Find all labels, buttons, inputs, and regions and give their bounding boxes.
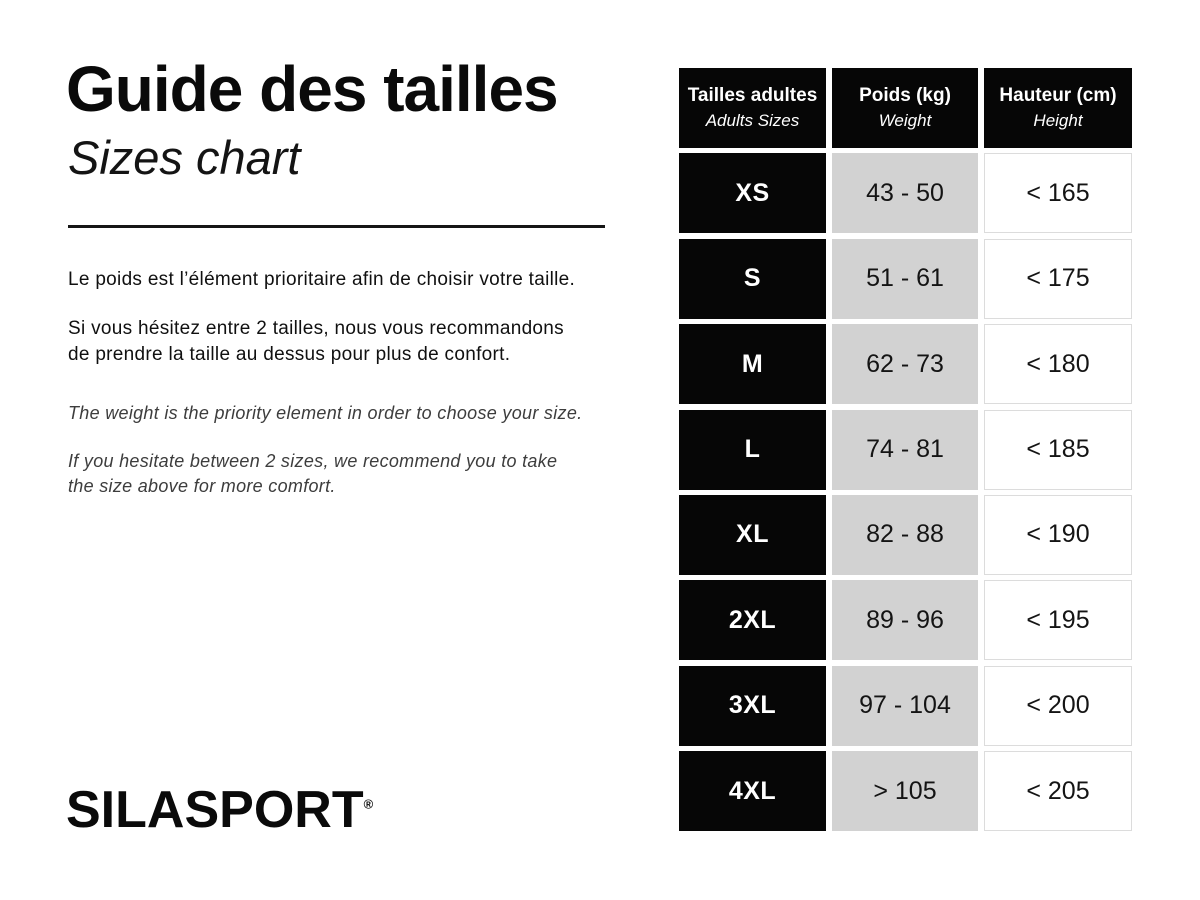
size-cell-xs: XS <box>679 153 826 234</box>
divider <box>68 225 605 228</box>
header-adult-sizes: Tailles adultes Adults Sizes <box>679 68 826 148</box>
height-cell-xl: < 190 <box>984 494 1132 575</box>
header-weight-en: Weight <box>878 111 932 131</box>
header-weight: Poids (kg) Weight <box>832 68 978 148</box>
intro-en-hesitate: If you hesitate between 2 sizes, we reco… <box>68 451 558 496</box>
registered-trademark-symbol: ® <box>363 796 374 812</box>
header-height-fr: Hauteur (cm) <box>999 84 1117 106</box>
weight-cell-xl: 82 - 88 <box>832 494 978 575</box>
size-cell-m: M <box>679 324 826 405</box>
height-cell-m: < 180 <box>984 324 1132 405</box>
height-cell-4xl: < 205 <box>984 751 1132 832</box>
header-weight-fr: Poids (kg) <box>859 84 951 106</box>
brand-logo: SILASPORT® <box>66 784 373 836</box>
weight-cell-m: 62 - 73 <box>832 324 978 405</box>
intro-fr-hesitate: Si vous hésitez entre 2 tailles, nous vo… <box>68 318 564 365</box>
size-cell-s: S <box>679 238 826 319</box>
header-adult-sizes-fr: Tailles adultes <box>687 84 818 106</box>
header-height-en: Height <box>1033 111 1083 131</box>
size-cell-3xl: 3XL <box>679 665 826 746</box>
brand-wordmark: SILASPORT <box>66 781 364 839</box>
intro-fr-weight: Le poids est l’élément prioritaire afin … <box>68 269 576 290</box>
weight-cell-3xl: 97 - 104 <box>832 665 978 746</box>
height-cell-2xl: < 195 <box>984 580 1132 661</box>
header-height: Hauteur (cm) Height <box>984 68 1132 148</box>
weight-cell-4xl: > 105 <box>832 751 978 832</box>
height-cell-s: < 175 <box>984 238 1132 319</box>
height-cell-l: < 185 <box>984 409 1132 490</box>
intro-en-weight: The weight is the priority element in or… <box>68 403 583 423</box>
header-adult-sizes-en: Adults Sizes <box>705 111 800 131</box>
size-cell-xl: XL <box>679 494 826 575</box>
page-subtitle: Sizes chart <box>68 131 301 184</box>
size-cell-4xl: 4XL <box>679 751 826 832</box>
weight-cell-s: 51 - 61 <box>832 238 978 319</box>
height-cell-xs: < 165 <box>984 153 1132 234</box>
height-cell-3xl: < 200 <box>984 665 1132 746</box>
size-cell-l: L <box>679 409 826 490</box>
weight-cell-2xl: 89 - 96 <box>832 580 978 661</box>
size-cell-2xl: 2XL <box>679 580 826 661</box>
sizes-table: Tailles adultes Adults Sizes Poids (kg) … <box>679 68 1132 832</box>
weight-cell-l: 74 - 81 <box>832 409 978 490</box>
page-title: Guide des tailles <box>66 53 559 125</box>
weight-cell-xs: 43 - 50 <box>832 153 978 234</box>
